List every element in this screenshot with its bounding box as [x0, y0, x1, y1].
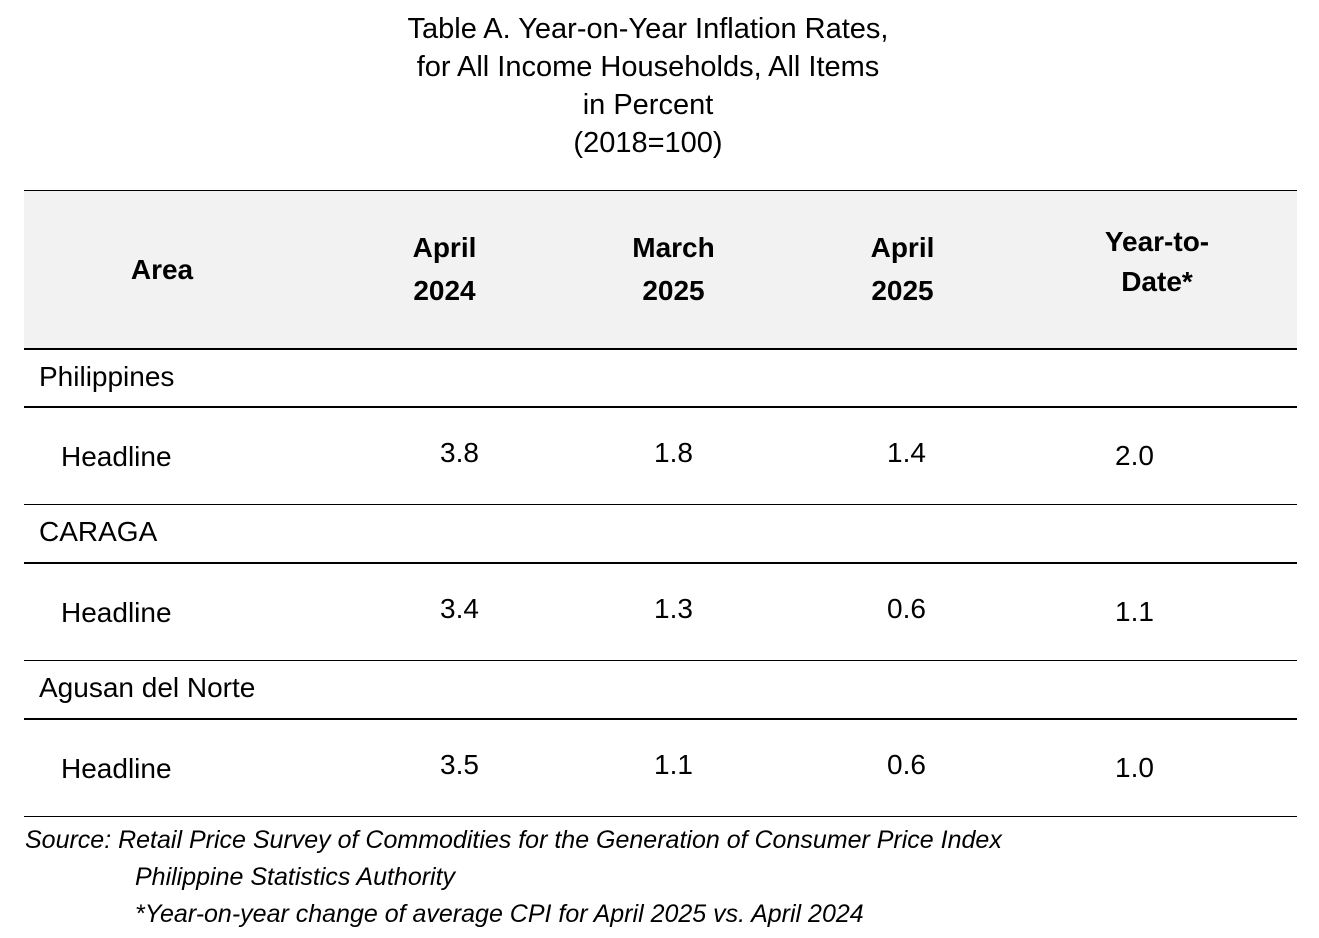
title-line-4: (2018=100): [573, 127, 723, 159]
group-row-philippines: Philippines: [24, 348, 1297, 408]
inflation-table: Area April 2024 March 2025 April 2025 Ye…: [24, 190, 1297, 817]
header-ytd-line-1: Year-to-: [1104, 226, 1210, 258]
group-name: Agusan del Norte: [24, 660, 1297, 720]
footnote-source: Source: Retail Price Survey of Commoditi…: [25, 826, 1002, 854]
table-footnote: Source: Retail Price Survey of Commoditi…: [25, 822, 1002, 933]
header-april-2024-line-1: April: [412, 232, 477, 264]
header-april-2025-line-1: April: [870, 232, 935, 264]
footnote-agency: Philippine Statistics Authority: [135, 863, 456, 891]
group-row-agusan-del-norte: Agusan del Norte: [24, 660, 1297, 720]
cell-ytd: 1.0: [1017, 718, 1297, 817]
cell-april-2024: 3.4: [330, 562, 559, 661]
cell-april-2024: 3.5: [330, 718, 559, 817]
title-line-3: in Percent: [582, 89, 714, 121]
table-row: Headline 3.8 1.8 1.4 2.0: [24, 406, 1297, 505]
header-area-label: Area: [130, 253, 194, 285]
row-label: Headline: [24, 406, 330, 505]
title-line-2: for All Income Households, All Items: [416, 51, 880, 83]
header-year-to-date: Year-to- Date*: [1017, 190, 1297, 350]
cell-march-2025: 1.8: [559, 406, 788, 505]
header-march-2025: March 2025: [559, 190, 788, 350]
group-name: Philippines: [24, 348, 1297, 408]
table-row: Headline 3.5 1.1 0.6 1.0: [24, 718, 1297, 817]
row-label: Headline: [24, 718, 330, 817]
header-april-2024-line-2: 2024: [413, 275, 476, 307]
group-row-caraga: CARAGA: [24, 504, 1297, 564]
header-april-2025-line-2: 2025: [871, 275, 934, 307]
table-header-row: Area April 2024 March 2025 April 2025 Ye…: [24, 190, 1297, 350]
cell-april-2024: 3.8: [330, 406, 559, 505]
header-march-2025-line-1: March: [632, 232, 715, 264]
header-march-2025-line-2: 2025: [642, 275, 705, 307]
header-april-2024: April 2024: [330, 190, 559, 350]
cell-march-2025: 1.3: [559, 562, 788, 661]
cell-april-2025: 0.6: [788, 718, 1017, 817]
footnote-note: *Year-on-year change of average CPI for …: [135, 900, 864, 928]
cell-april-2025: 1.4: [788, 406, 1017, 505]
title-line-1: Table A. Year-on-Year Inflation Rates,: [407, 13, 889, 45]
cell-ytd: 1.1: [1017, 562, 1297, 661]
group-name: CARAGA: [24, 504, 1297, 564]
header-ytd-line-2: Date*: [1121, 266, 1193, 298]
header-april-2025: April 2025: [788, 190, 1017, 350]
table-title: Table A. Year-on-Year Inflation Rates, f…: [0, 10, 1296, 162]
inflation-table-container: Area April 2024 March 2025 April 2025 Ye…: [24, 190, 1297, 817]
cell-march-2025: 1.1: [559, 718, 788, 817]
table-row: Headline 3.4 1.3 0.6 1.1: [24, 562, 1297, 661]
row-label: Headline: [24, 562, 330, 661]
cell-ytd: 2.0: [1017, 406, 1297, 505]
cell-april-2025: 0.6: [788, 562, 1017, 661]
header-area: Area: [24, 190, 330, 350]
